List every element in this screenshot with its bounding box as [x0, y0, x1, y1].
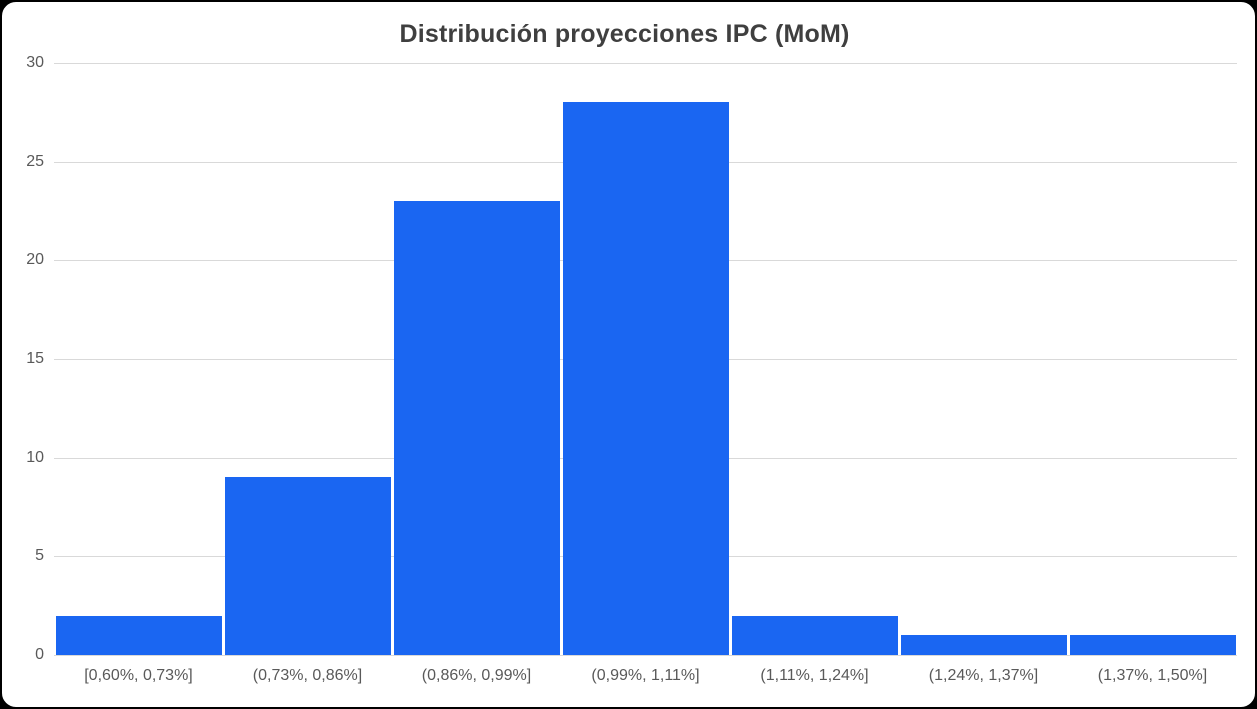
x-tick-label: (0,99%, 1,11%] — [591, 667, 700, 684]
plot-area — [54, 63, 1237, 656]
bar[interactable] — [562, 102, 729, 655]
x-tick-label: (1,11%, 1,24%] — [760, 667, 869, 684]
bar[interactable] — [224, 477, 391, 655]
x-axis-labels: [0,60%, 0,73%] (0,73%, 0,86%] (0,86%, 0,99… — [54, 667, 1237, 685]
bar[interactable] — [731, 615, 898, 655]
x-tick-label: [0,60%, 0,73%] — [84, 667, 193, 684]
gridline — [54, 63, 1237, 64]
bar[interactable] — [900, 635, 1067, 655]
y-tick-label: 20 — [26, 251, 44, 269]
bar[interactable] — [393, 201, 560, 655]
y-tick-label: 0 — [35, 646, 44, 663]
histogram-chart: 0 5 10 15 20 25 30 — [12, 54, 1237, 663]
gridline — [54, 655, 1237, 656]
x-tick-label: (1,37%, 1,50%] — [1097, 667, 1208, 684]
y-tick-label: 15 — [26, 350, 44, 367]
y-axis: 0 5 10 15 20 25 30 — [12, 54, 54, 663]
bar[interactable] — [1069, 635, 1236, 655]
y-tick-label: 10 — [26, 448, 44, 466]
y-tick-label: 5 — [35, 547, 44, 565]
y-tick-label: 30 — [26, 54, 44, 71]
bars-container — [54, 63, 1237, 655]
x-tick-label: (1,24%, 1,37%] — [928, 667, 1039, 684]
x-tick-label: (0,73%, 0,86%] — [252, 667, 363, 684]
x-tick-label: (0,86%, 0,99%] — [421, 667, 532, 684]
chart-title: Distribución proyecciones IPC (MoM) — [399, 20, 850, 48]
y-tick-label: 25 — [26, 152, 44, 170]
x-axis: [0,60%, 0,73%] (0,73%, 0,86%] (0,86%, 0,99… — [12, 655, 1237, 697]
bar[interactable] — [55, 615, 222, 655]
